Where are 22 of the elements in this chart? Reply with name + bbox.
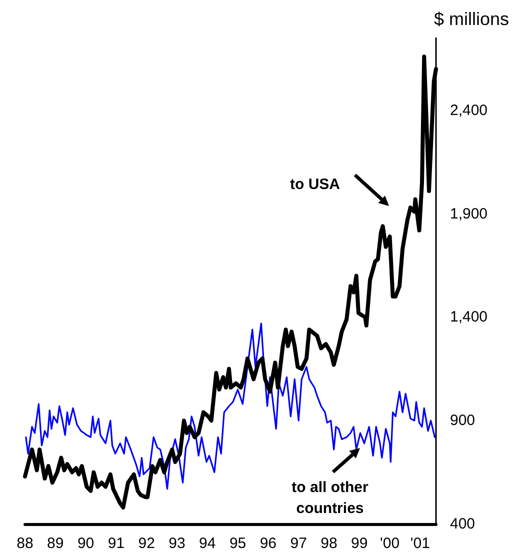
- y-tick-label: 1,400: [450, 308, 488, 326]
- y-tick-label: 2,400: [450, 102, 488, 119]
- series-label: to all other countries: [290, 478, 370, 519]
- x-tick-label: 96: [260, 535, 277, 552]
- x-tick-label: 89: [47, 535, 64, 552]
- y-tick-label: 400: [450, 516, 476, 532]
- legend-label: to USA: [289, 175, 341, 195]
- y-axis-title: $ millions: [434, 9, 510, 29]
- x-tick-label: 98: [320, 535, 338, 552]
- x-tick-label: '01: [410, 535, 430, 552]
- x-tick-label: '00: [380, 535, 400, 552]
- x-tick-label: 91: [108, 535, 125, 552]
- x-tick-label: 94: [199, 535, 216, 552]
- x-tick-label: 92: [138, 535, 155, 552]
- x-tick-label: 90: [77, 535, 94, 552]
- x-tick-label: 97: [290, 535, 307, 552]
- x-tick-label: 93: [168, 535, 186, 552]
- x-tick-label: 99: [351, 535, 368, 552]
- y-tick-label: 900: [450, 412, 476, 430]
- x-tick-label: 95: [229, 535, 246, 552]
- y-tick-label: 1,900: [450, 205, 488, 222]
- x-tick-label: 88: [16, 535, 34, 552]
